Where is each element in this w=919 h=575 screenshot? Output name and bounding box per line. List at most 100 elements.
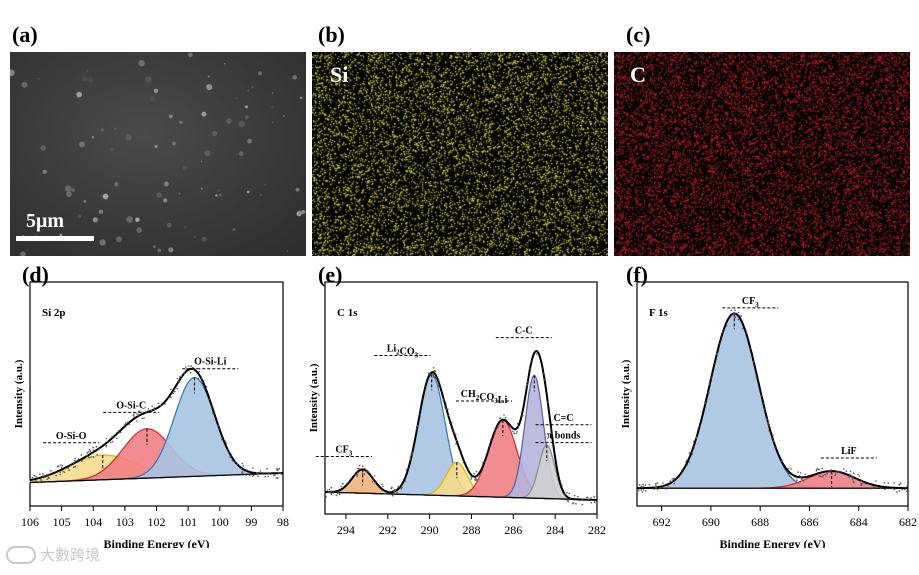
raw-data-point (276, 469, 279, 472)
raw-data-point (381, 483, 383, 485)
raw-data-point (133, 413, 135, 415)
sem-particle (259, 193, 262, 196)
raw-data-point (821, 467, 823, 470)
raw-data-point (472, 474, 474, 477)
raw-data-point (98, 448, 101, 450)
raw-data-point (575, 503, 577, 505)
sem-particle (172, 141, 176, 146)
raw-data-point (374, 481, 376, 484)
sem-particle (116, 236, 122, 243)
raw-data-point (656, 488, 659, 491)
raw-data-point (330, 490, 333, 493)
sem-particle (200, 160, 203, 162)
raw-data-point (183, 372, 186, 375)
panel-label-b: (b) (318, 22, 345, 47)
x-tick-label: 106 (21, 515, 39, 529)
raw-data-point (143, 417, 145, 419)
raw-data-point (535, 353, 538, 355)
raw-data-point (419, 408, 421, 411)
raw-data-point (851, 476, 853, 478)
raw-data-point (688, 461, 690, 463)
panel-label-f: (f) (626, 262, 648, 287)
raw-data-point (906, 485, 909, 487)
raw-data-point (530, 360, 532, 362)
raw-data-point (361, 472, 364, 475)
raw-data-point (494, 429, 496, 431)
raw-data-point (42, 473, 44, 475)
raw-data-point (451, 421, 453, 424)
raw-data-point (363, 473, 366, 475)
raw-data-point (330, 486, 333, 489)
sem-particle (188, 52, 193, 58)
raw-data-point (198, 370, 201, 373)
x-tick-label: 105 (53, 515, 71, 529)
sem-particle (216, 188, 221, 193)
raw-data-point (136, 413, 138, 415)
sem-particle (193, 235, 197, 238)
raw-data-point (714, 363, 716, 365)
raw-data-point (372, 478, 375, 480)
raw-data-point (579, 499, 581, 502)
raw-data-point (550, 428, 552, 430)
sem-particle (263, 183, 267, 187)
raw-data-point (734, 309, 736, 311)
raw-data-point (111, 440, 114, 443)
raw-data-point (768, 425, 771, 427)
raw-data-point (112, 435, 114, 437)
raw-data-point (581, 503, 584, 506)
raw-data-point (252, 474, 255, 477)
raw-data-point (38, 481, 41, 484)
raw-data-point (451, 430, 454, 433)
sem-particle (114, 182, 119, 187)
raw-data-point (335, 494, 338, 497)
raw-data-point (740, 315, 742, 317)
raw-data-point (848, 475, 851, 477)
sem-particle (167, 222, 172, 228)
raw-data-point (382, 485, 384, 488)
sem-particle (297, 209, 304, 216)
sem-particle (232, 227, 236, 232)
raw-data-point (774, 446, 776, 449)
raw-data-point (281, 474, 284, 476)
raw-data-point (767, 420, 770, 423)
raw-data-point (153, 407, 156, 409)
raw-data-point (659, 486, 661, 489)
raw-data-point (640, 489, 643, 491)
baseline (29, 472, 284, 484)
peak-label: O-Si-O (56, 431, 87, 442)
raw-data-point (252, 467, 254, 469)
raw-data-point (708, 382, 711, 384)
raw-data-point (61, 464, 64, 467)
raw-data-point (438, 379, 440, 381)
raw-data-point (793, 479, 795, 481)
raw-data-point (394, 488, 396, 491)
raw-data-point (517, 425, 519, 427)
raw-data-point (509, 425, 511, 427)
sem-particle (245, 105, 248, 109)
peak-label: C=C (553, 413, 573, 424)
raw-data-point (392, 495, 394, 497)
raw-data-point (371, 481, 374, 483)
x-tick-label: 290 (421, 523, 439, 537)
raw-data-point (710, 377, 713, 379)
y-axis-label: Intensity (a.u.) (308, 363, 320, 432)
sem-particle (92, 217, 98, 223)
sem-particle (65, 185, 72, 192)
raw-data-point (248, 474, 251, 476)
raw-data-point (190, 371, 192, 374)
raw-data-point (404, 480, 407, 482)
raw-data-point (208, 398, 210, 401)
raw-data-point (432, 373, 435, 375)
raw-data-point (834, 473, 837, 475)
raw-data-point (325, 496, 327, 498)
eds-map-c: C (614, 52, 910, 256)
raw-data-point (688, 452, 691, 454)
raw-data-point (228, 451, 230, 453)
raw-data-point (746, 332, 748, 334)
raw-data-point (716, 353, 718, 356)
watermark-text: 大數跨境 (40, 547, 101, 564)
sem-particle (301, 210, 306, 214)
peak-label: O-Si-C (116, 400, 146, 411)
raw-data-point (790, 468, 792, 470)
sem-particle (286, 250, 289, 252)
